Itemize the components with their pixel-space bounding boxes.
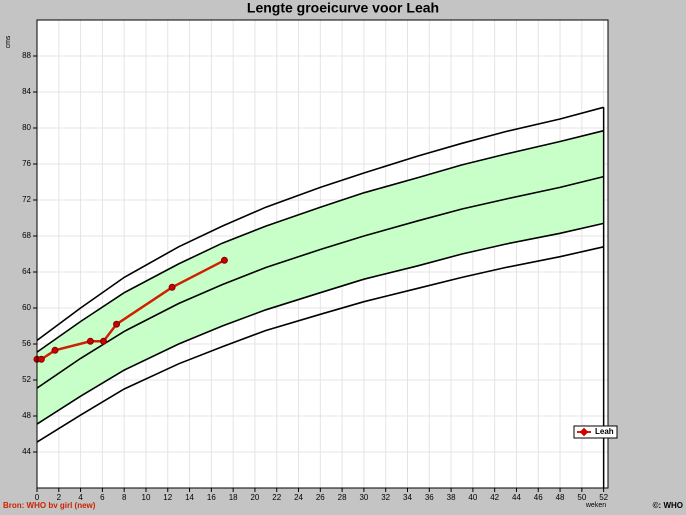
x-tick-label: 2	[57, 493, 62, 502]
legend: Leah	[573, 425, 618, 439]
x-tick-label: 4	[78, 493, 83, 502]
copyright: ©: WHO	[653, 501, 683, 510]
x-tick-label: 12	[163, 493, 172, 502]
x-tick-label: 26	[316, 493, 325, 502]
y-tick-label: 56	[22, 339, 31, 348]
y-tick-label: 44	[22, 447, 31, 456]
x-tick-label: 44	[512, 493, 521, 502]
x-tick-label: 40	[468, 493, 477, 502]
x-tick-label: 8	[122, 493, 127, 502]
data-point	[168, 283, 176, 291]
y-tick-label: 52	[22, 375, 31, 384]
y-tick-label: 76	[22, 159, 31, 168]
x-tick-label: 28	[338, 493, 347, 502]
reference-curve	[36, 175, 604, 389]
x-tick-label: 22	[272, 493, 281, 502]
band	[37, 130, 604, 425]
y-tick-label: 84	[22, 87, 31, 96]
x-tick-label: 38	[447, 493, 456, 502]
chart-title: Lengte groeicurve voor Leah	[247, 0, 439, 16]
x-tick-label: 16	[207, 493, 216, 502]
x-tick-label: 34	[403, 493, 412, 502]
reference-curve	[36, 106, 604, 342]
reference-curve	[36, 222, 604, 425]
legend-marker	[579, 427, 589, 437]
y-axis-label: cms	[5, 35, 12, 48]
data-point	[51, 346, 59, 354]
y-tick-label: 80	[22, 123, 31, 132]
legend-label: Leah	[595, 427, 614, 436]
x-tick-label: 48	[556, 493, 565, 502]
data-point	[37, 355, 45, 363]
reference-curve	[36, 246, 604, 443]
y-tick-label: 60	[22, 303, 31, 312]
data-point	[99, 337, 107, 345]
x-tick-label: 14	[185, 493, 194, 502]
reference-curve	[36, 129, 604, 353]
x-tick-label: 36	[425, 493, 434, 502]
source: Bron: WHO bv girl (new)	[3, 501, 96, 510]
x-tick-label: 42	[490, 493, 499, 502]
y-tick-label: 48	[22, 411, 31, 420]
x-tick-label: 18	[229, 493, 238, 502]
data-point	[86, 337, 94, 345]
y-tick-label: 72	[22, 195, 31, 204]
data-point	[220, 256, 228, 264]
x-tick-label: 32	[381, 493, 390, 502]
x-tick-label: 46	[534, 493, 543, 502]
x-tick-label: 20	[250, 493, 259, 502]
y-tick-label: 88	[22, 51, 31, 60]
y-tick-label: 68	[22, 231, 31, 240]
x-tick-label: 10	[142, 493, 151, 502]
y-tick-label: 64	[22, 267, 31, 276]
x-tick-label: 24	[294, 493, 303, 502]
x-tick-label: 52	[599, 493, 608, 502]
x-tick-label: 0	[35, 493, 40, 502]
x-tick-label: 50	[577, 493, 586, 502]
x-tick-label: 6	[100, 493, 105, 502]
x-tick-label: 30	[359, 493, 368, 502]
x-axis-label: weken	[585, 502, 606, 509]
plot-border	[36, 19, 609, 489]
data-point	[113, 320, 121, 328]
